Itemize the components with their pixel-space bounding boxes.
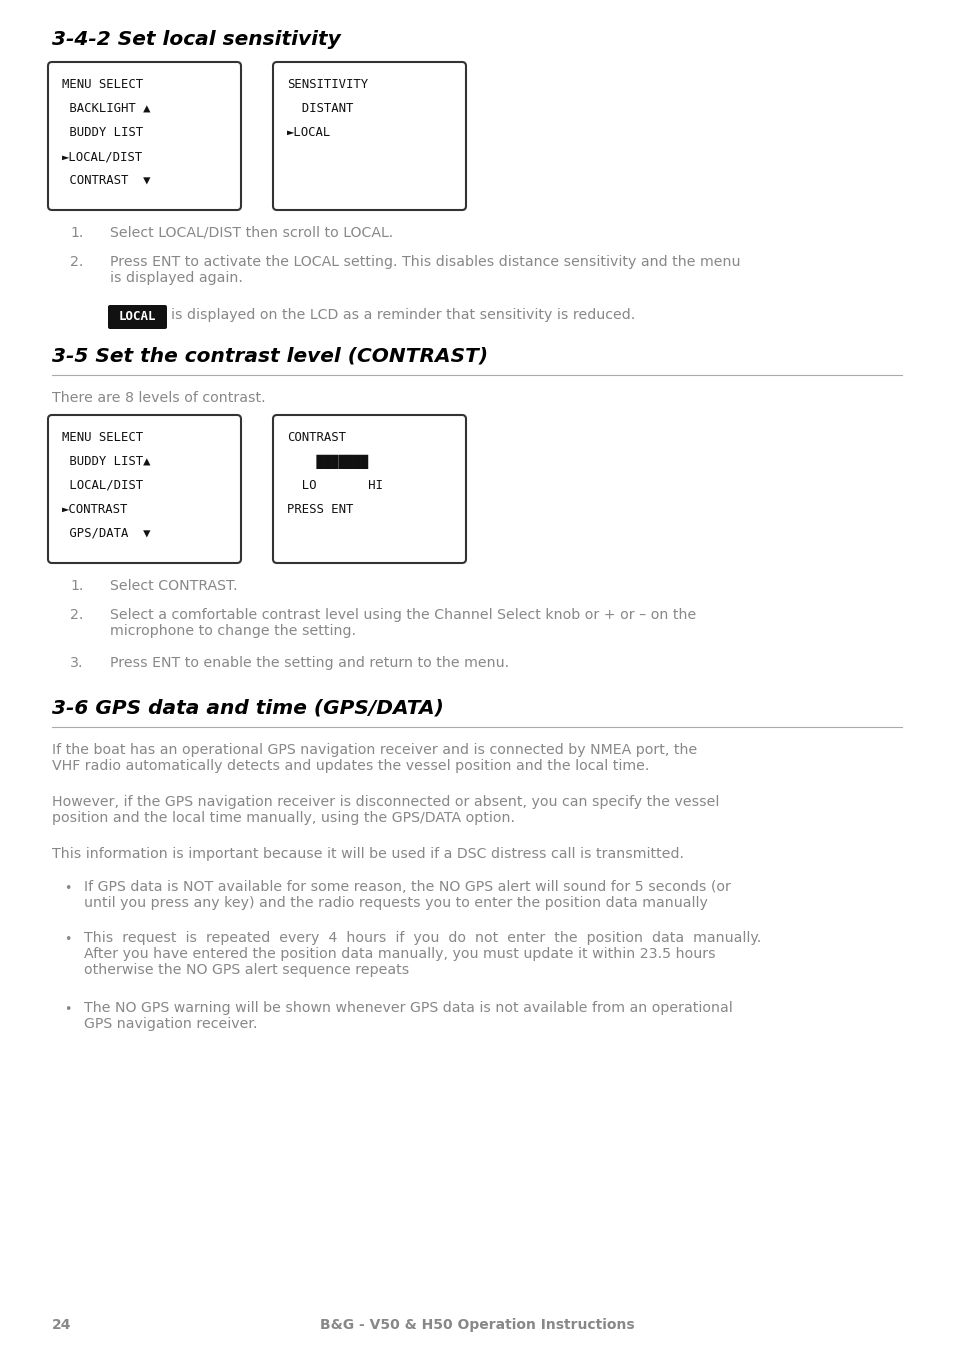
Text: MENU SELECT: MENU SELECT: [62, 431, 143, 445]
Text: If the boat has an operational GPS navigation receiver and is connected by NMEA : If the boat has an operational GPS navig…: [52, 744, 697, 773]
Text: ►LOCAL/DIST: ►LOCAL/DIST: [62, 150, 143, 163]
Text: CONTRAST: CONTRAST: [287, 431, 346, 445]
Text: Select a comfortable contrast level using the Channel Select knob or + or – on t: Select a comfortable contrast level usin…: [110, 607, 696, 638]
Text: is displayed on the LCD as a reminder that sensitivity is reduced.: is displayed on the LCD as a reminder th…: [171, 308, 635, 322]
Text: Press ENT to activate the LOCAL setting. This disables distance sensitivity and : Press ENT to activate the LOCAL setting.…: [110, 255, 740, 286]
FancyBboxPatch shape: [273, 415, 465, 563]
Text: •: •: [64, 1004, 71, 1016]
Text: PRESS ENT: PRESS ENT: [287, 502, 353, 516]
Text: LOCAL/DIST: LOCAL/DIST: [62, 480, 143, 492]
Text: BUDDY LIST▲: BUDDY LIST▲: [62, 455, 151, 467]
Text: 1.: 1.: [70, 579, 83, 593]
Text: 24: 24: [52, 1317, 71, 1332]
FancyBboxPatch shape: [48, 62, 241, 210]
Text: 2.: 2.: [70, 255, 83, 269]
FancyBboxPatch shape: [108, 304, 167, 329]
Text: However, if the GPS navigation receiver is disconnected or absent, you can speci: However, if the GPS navigation receiver …: [52, 795, 719, 826]
Text: Press ENT to enable the setting and return to the menu.: Press ENT to enable the setting and retu…: [110, 656, 509, 669]
Text: 3-5 Set the contrast level (CONTRAST): 3-5 Set the contrast level (CONTRAST): [52, 348, 488, 366]
Text: 3-4-2 Set local sensitivity: 3-4-2 Set local sensitivity: [52, 30, 340, 48]
Text: 1.: 1.: [70, 226, 83, 240]
Text: BACKLIGHT ▲: BACKLIGHT ▲: [62, 102, 151, 114]
Text: Select LOCAL/DIST then scroll to LOCAL.: Select LOCAL/DIST then scroll to LOCAL.: [110, 226, 393, 240]
Text: 2.: 2.: [70, 607, 83, 622]
Text: This information is important because it will be used if a DSC distress call is : This information is important because it…: [52, 847, 683, 861]
FancyBboxPatch shape: [48, 415, 241, 563]
Text: B&G - V50 & H50 Operation Instructions: B&G - V50 & H50 Operation Instructions: [319, 1317, 634, 1332]
Text: MENU SELECT: MENU SELECT: [62, 78, 143, 92]
FancyBboxPatch shape: [273, 62, 465, 210]
Text: LOCAL: LOCAL: [118, 311, 156, 323]
Text: This  request  is  repeated  every  4  hours  if  you  do  not  enter  the  posi: This request is repeated every 4 hours i…: [84, 931, 760, 978]
Text: ███████: ███████: [287, 455, 368, 469]
Text: There are 8 levels of contrast.: There are 8 levels of contrast.: [52, 391, 265, 405]
Text: Select CONTRAST.: Select CONTRAST.: [110, 579, 237, 593]
Text: GPS/DATA  ▼: GPS/DATA ▼: [62, 527, 151, 540]
Text: CONTRAST  ▼: CONTRAST ▼: [62, 174, 151, 187]
Text: 3.: 3.: [70, 656, 84, 669]
Text: LO       HI: LO HI: [287, 480, 382, 492]
Text: 3-6 GPS data and time (GPS/DATA): 3-6 GPS data and time (GPS/DATA): [52, 699, 443, 718]
Text: •: •: [64, 882, 71, 894]
Text: BUDDY LIST: BUDDY LIST: [62, 127, 143, 139]
Text: •: •: [64, 933, 71, 946]
Text: ►LOCAL: ►LOCAL: [287, 127, 331, 139]
Text: ►CONTRAST: ►CONTRAST: [62, 502, 129, 516]
Text: If GPS data is NOT available for some reason, the NO GPS alert will sound for 5 : If GPS data is NOT available for some re…: [84, 880, 730, 911]
Text: The NO GPS warning will be shown whenever GPS data is not available from an oper: The NO GPS warning will be shown wheneve…: [84, 1001, 732, 1032]
Text: SENSITIVITY: SENSITIVITY: [287, 78, 368, 92]
Text: DISTANT: DISTANT: [287, 102, 353, 114]
